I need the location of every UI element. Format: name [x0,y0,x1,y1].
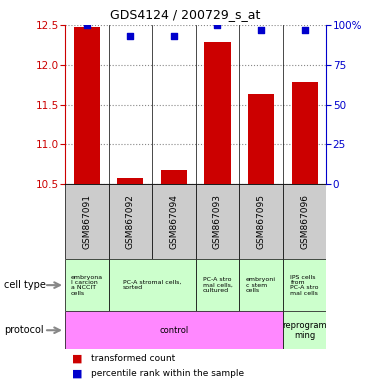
Text: ■: ■ [72,369,83,379]
Text: GSM867091: GSM867091 [82,194,91,249]
Text: transformed count: transformed count [91,354,175,363]
Bar [248,94,274,184]
Text: percentile rank within the sample: percentile rank within the sample [91,369,244,378]
Text: IPS cells
from
PC-A stro
mal cells: IPS cells from PC-A stro mal cells [290,275,319,296]
Text: PC-A stromal cells,
sorted: PC-A stromal cells, sorted [123,280,181,290]
Bar [196,259,239,311]
Text: ■: ■ [72,354,83,364]
Text: reprogram
ming: reprogram ming [282,321,327,340]
Text: GSM867093: GSM867093 [213,194,222,249]
Text: GSM867096: GSM867096 [300,194,309,249]
Bar [65,259,109,311]
Point [302,26,308,33]
Point [258,26,264,33]
Text: protocol: protocol [4,325,43,335]
Bar [204,43,231,184]
Text: embryoni
c stem
cells: embryoni c stem cells [246,277,276,293]
Point [171,33,177,39]
Bar [196,184,239,259]
Point [127,33,133,39]
Bar [73,26,100,184]
Bar [161,170,187,184]
Text: GSM867092: GSM867092 [126,194,135,249]
Text: PC-A stro
mal cells,
cultured: PC-A stro mal cells, cultured [203,277,233,293]
Bar [283,184,326,259]
Text: embryona
l carcion
a NCCIT
cells: embryona l carcion a NCCIT cells [70,275,103,296]
Point [84,22,90,28]
Bar [109,259,196,311]
Text: control: control [159,326,188,335]
Bar [117,178,143,184]
Text: GSM867094: GSM867094 [170,194,178,249]
Bar [283,311,326,349]
Bar [239,259,283,311]
Bar [239,184,283,259]
Point [214,22,220,28]
Text: GDS4124 / 200729_s_at: GDS4124 / 200729_s_at [110,8,261,21]
Bar [65,184,109,259]
Bar [152,184,196,259]
Text: GSM867095: GSM867095 [257,194,266,249]
Bar [65,311,283,349]
Bar [109,184,152,259]
Bar [292,82,318,184]
Text: cell type: cell type [4,280,46,290]
Bar [283,259,326,311]
